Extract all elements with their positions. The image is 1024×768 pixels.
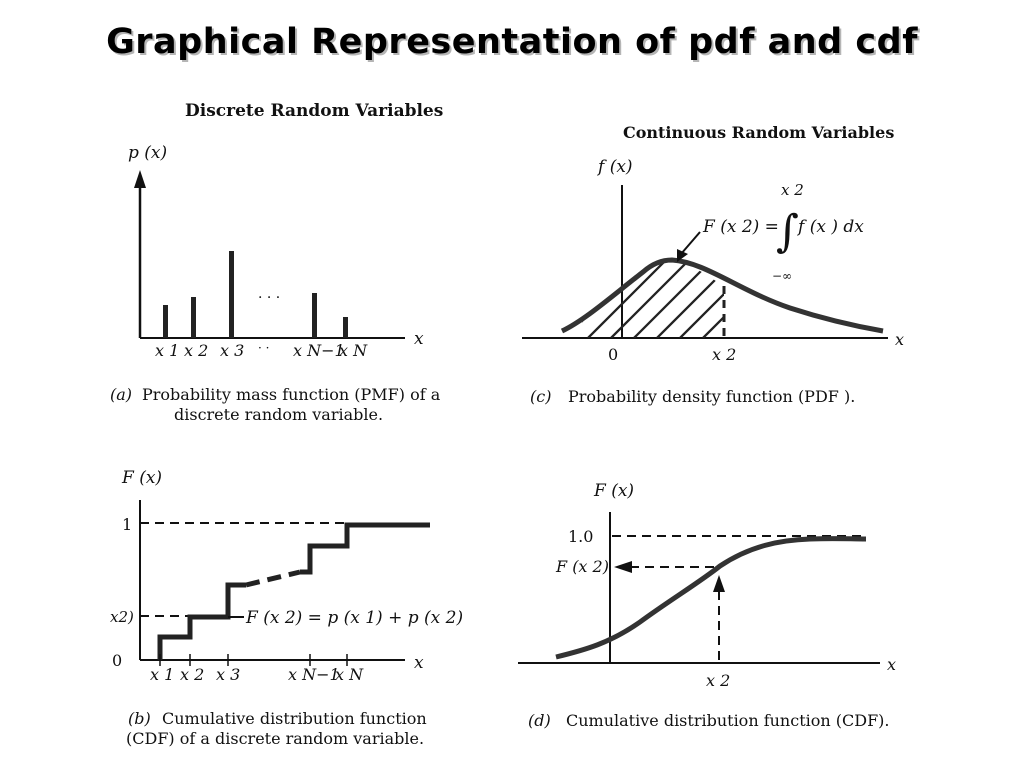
- pdf-pointer-line: [680, 231, 701, 255]
- panel-d-cdf-continuous: F (x) x 1.0 F (x 2) x 2 (d) Cumulative d…: [518, 481, 896, 730]
- panel-b-annotation: F (x 2) = p (x 1) + p (x 2): [245, 608, 463, 628]
- panel-a-ylabel: p (x): [128, 143, 167, 163]
- panel-a-heading: Discrete Random Variables: [185, 101, 443, 121]
- panel-c-tick-x2: x 2: [712, 345, 736, 364]
- panel-d-y-fx2: F (x 2): [555, 557, 609, 576]
- cdf-d-left-arrow-icon: [614, 561, 632, 573]
- panel-b-caption-line1: Cumulative distribution function: [162, 709, 427, 728]
- panel-a-y-arrow-icon: [134, 170, 146, 188]
- pmf-bar-x1: [163, 305, 168, 338]
- panel-b-y-one: 1: [122, 515, 132, 534]
- panel-c-caption-line1: Probability density function (PDF ).: [568, 387, 855, 406]
- pdf-curve: [560, 257, 884, 334]
- panel-a-tick-xn: x N: [339, 341, 368, 360]
- cdf-staircase-low: [157, 582, 246, 660]
- panel-a-tick-x2: x 2: [184, 341, 208, 360]
- pmf-bar-xn: [343, 317, 348, 338]
- panel-a-caption-line2: discrete random variable.: [174, 405, 383, 424]
- panel-b-ylabel: F (x): [121, 468, 162, 488]
- cdf-staircase-gap: [245, 569, 301, 588]
- pmf-ellipsis: · · ·: [258, 290, 280, 306]
- page-title: Graphical Representation of pdf and cdf: [106, 22, 918, 62]
- panel-a-xlabel: x: [414, 329, 424, 349]
- panel-b-y-x2: x2): [110, 608, 134, 626]
- panel-a-tick-x1: x 1: [155, 341, 179, 360]
- panel-d-caption-line1: Cumulative distribution function (CDF).: [566, 711, 890, 730]
- panel-c-heading: Continuous Random Variables: [623, 123, 894, 142]
- panel-b-caption-tag: (b): [128, 709, 151, 728]
- pdf-upper-limit: x 2: [781, 181, 804, 199]
- panel-b-tick-x1: x 1: [150, 665, 174, 684]
- panel-b-caption-line2: (CDF) of a discrete random variable.: [126, 729, 424, 748]
- panel-b-tick-xn-1: x N−1: [288, 665, 340, 684]
- panel-a-caption-tag: (a): [110, 385, 132, 404]
- panel-b-y-zero: 0: [112, 651, 122, 670]
- panel-d-y-one: 1.0: [568, 527, 593, 546]
- panel-a-tick-x3: x 3: [220, 341, 244, 360]
- panel-c-xlabel: x: [895, 330, 904, 349]
- panel-a-caption-line1: Probability mass function (PMF) of a: [142, 385, 441, 404]
- pdf-formula-rhs: f (x ) dx: [796, 217, 864, 237]
- pdf-lower-limit: −∞: [772, 269, 792, 283]
- integral-sign-icon: ∫: [776, 206, 799, 257]
- panel-d-ylabel: F (x): [593, 481, 634, 501]
- panel-b-xlabel: x: [414, 653, 424, 673]
- pmf-bar-xn-1: [312, 293, 317, 338]
- panel-b-tick-x2: x 2: [180, 665, 204, 684]
- cdf-d-curve: [555, 536, 867, 660]
- pmf-bar-x2: [191, 297, 196, 338]
- panel-c-pdf: Continuous Random Variables f (x) x F (x…: [522, 123, 904, 406]
- panel-d-caption-tag: (d): [528, 711, 551, 730]
- pmf-bar-x3: [229, 251, 234, 338]
- panel-b-tick-x3: x 3: [216, 665, 240, 684]
- panel-d-xlabel: x: [887, 655, 896, 674]
- pdf-formula-lhs: F (x 2) =: [702, 217, 779, 237]
- panel-a-pmf: Discrete Random Variables p (x) x · · · …: [110, 101, 443, 424]
- panel-b-tick-xn: x N: [335, 665, 364, 684]
- cdf-staircase-high: [300, 522, 430, 575]
- panel-a-tick-ellipsis: · ·: [258, 341, 269, 355]
- panel-b-cdf-discrete: F (x) x 1 x2) 0 F (x 2) = p (x 1) + p (x…: [110, 468, 463, 748]
- panel-d-tick-x2: x 2: [706, 671, 730, 690]
- cdf-d-up-arrow-icon: [713, 575, 725, 592]
- panel-a-tick-xn-1: x N−1: [293, 341, 345, 360]
- panel-c-origin: 0: [608, 345, 618, 364]
- panel-c-ylabel: f (x): [596, 157, 633, 177]
- pdf-pointer-arrow-icon: [677, 249, 688, 262]
- panel-c-caption-tag: (c): [530, 387, 551, 406]
